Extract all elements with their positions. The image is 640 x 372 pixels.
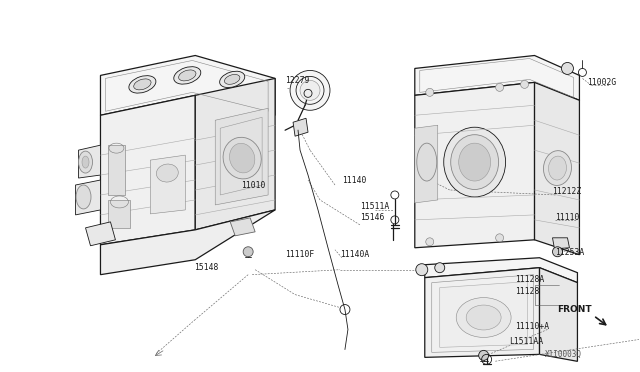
Polygon shape — [79, 145, 100, 178]
Text: 15146: 15146 — [360, 214, 384, 222]
Ellipse shape — [543, 151, 572, 186]
Ellipse shape — [134, 79, 151, 90]
Polygon shape — [100, 55, 275, 115]
Circle shape — [435, 263, 445, 273]
Ellipse shape — [300, 80, 320, 100]
Circle shape — [520, 80, 529, 89]
Text: 11140A: 11140A — [340, 250, 369, 259]
Text: 11253A: 11253A — [556, 248, 585, 257]
Ellipse shape — [417, 143, 436, 181]
Polygon shape — [440, 282, 527, 347]
Polygon shape — [100, 95, 195, 245]
Circle shape — [561, 62, 573, 74]
Ellipse shape — [466, 305, 501, 330]
Circle shape — [426, 89, 434, 96]
Circle shape — [479, 350, 488, 360]
Text: X1I0003Q: X1I0003Q — [545, 350, 582, 359]
Ellipse shape — [230, 143, 255, 173]
Ellipse shape — [129, 76, 156, 93]
Polygon shape — [215, 108, 268, 205]
Text: L1511AA: L1511AA — [509, 337, 544, 346]
Ellipse shape — [456, 298, 511, 337]
Polygon shape — [293, 118, 308, 136]
Polygon shape — [415, 125, 438, 203]
Circle shape — [552, 247, 563, 257]
Ellipse shape — [290, 70, 330, 110]
Ellipse shape — [82, 156, 89, 168]
Polygon shape — [425, 258, 577, 283]
Text: 11128: 11128 — [515, 287, 539, 296]
Polygon shape — [86, 222, 115, 246]
Text: 11511A: 11511A — [360, 202, 389, 211]
Polygon shape — [415, 82, 534, 248]
Ellipse shape — [79, 151, 93, 173]
Ellipse shape — [548, 156, 566, 180]
Text: FRONT: FRONT — [557, 305, 592, 314]
Polygon shape — [534, 82, 579, 255]
Text: 11110F: 11110F — [285, 250, 314, 259]
Ellipse shape — [444, 127, 506, 197]
Text: 11212Z: 11212Z — [552, 187, 582, 196]
Text: 11128A: 11128A — [515, 275, 544, 284]
Text: 11002G: 11002G — [588, 78, 617, 87]
Polygon shape — [76, 180, 100, 215]
Ellipse shape — [223, 137, 261, 179]
Polygon shape — [425, 268, 540, 357]
Ellipse shape — [225, 74, 240, 84]
Text: 15148: 15148 — [195, 263, 219, 272]
Polygon shape — [540, 268, 577, 361]
Ellipse shape — [174, 67, 201, 84]
Polygon shape — [230, 218, 255, 236]
Circle shape — [426, 238, 434, 246]
Circle shape — [416, 264, 428, 276]
Polygon shape — [150, 155, 186, 214]
Text: 12279: 12279 — [285, 76, 310, 85]
Polygon shape — [100, 210, 275, 275]
Polygon shape — [108, 200, 131, 228]
Circle shape — [243, 247, 253, 257]
Circle shape — [495, 234, 504, 242]
Polygon shape — [552, 238, 570, 249]
Ellipse shape — [156, 164, 179, 182]
Ellipse shape — [76, 185, 91, 209]
Ellipse shape — [459, 143, 491, 181]
Circle shape — [495, 83, 504, 92]
Text: 11010: 11010 — [241, 180, 266, 189]
Text: 11110+A: 11110+A — [515, 322, 548, 331]
Ellipse shape — [220, 71, 244, 87]
Polygon shape — [415, 55, 579, 100]
Text: 11140: 11140 — [342, 176, 366, 185]
Polygon shape — [195, 78, 275, 230]
Polygon shape — [108, 145, 125, 195]
Text: 11110: 11110 — [556, 214, 580, 222]
Ellipse shape — [179, 70, 196, 81]
Ellipse shape — [451, 135, 499, 189]
